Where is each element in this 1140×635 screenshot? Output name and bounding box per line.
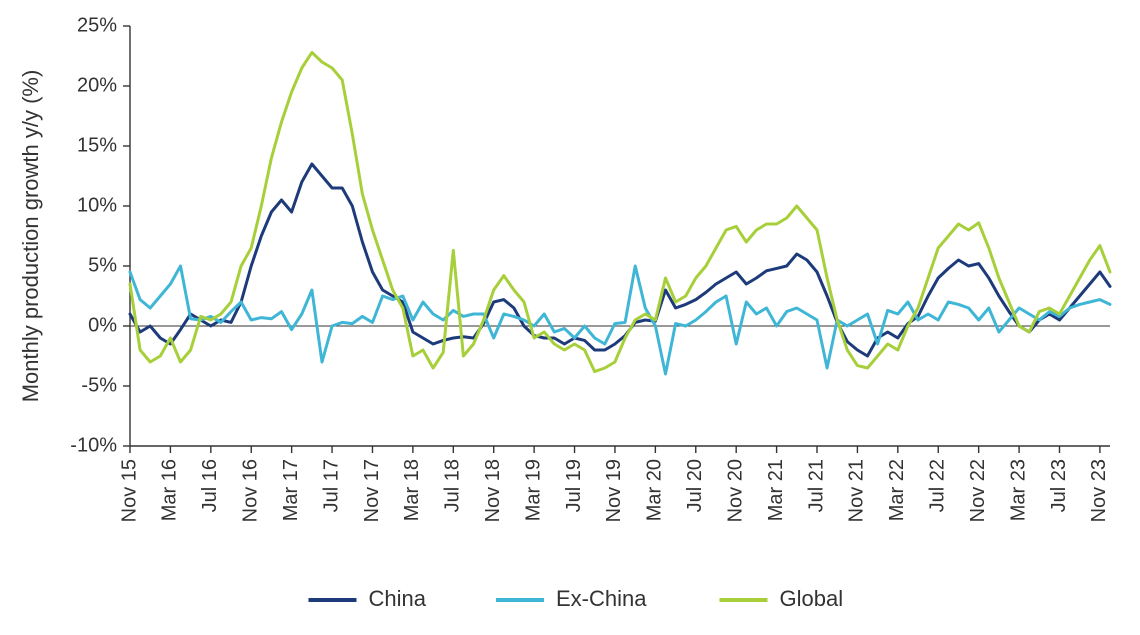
y-tick-label: 10% xyxy=(77,194,117,216)
x-tick-label: Jul 23 xyxy=(1048,459,1070,512)
chart-svg: -10% -5% 0% 5% 10% 15% 20% 25% Monthly productio… xyxy=(0,0,1140,635)
x-tick-label: Mar 20 xyxy=(644,459,666,521)
y-tick-label: 5% xyxy=(88,254,117,276)
y-tick-label: 0% xyxy=(88,314,117,336)
x-tick-label: Nov 16 xyxy=(240,459,262,522)
x-tick-label: Nov 19 xyxy=(603,459,625,522)
x-tick-label: Jul 16 xyxy=(199,459,221,512)
x-tick-label: Nov 23 xyxy=(1088,459,1110,522)
x-tick-label: Nov 20 xyxy=(724,459,746,522)
x-tick-label: Nov 21 xyxy=(846,459,868,522)
x-tick-label: Mar 21 xyxy=(765,459,787,521)
x-tick-label: Nov 17 xyxy=(361,459,383,522)
x-tick-label: Jul 18 xyxy=(442,459,464,512)
y-tick-label: -10% xyxy=(70,434,117,456)
x-tick-label: Nov 22 xyxy=(967,459,989,522)
y-tick-label: 15% xyxy=(77,134,117,156)
legend-label: China xyxy=(369,586,427,611)
production-growth-chart: -10% -5% 0% 5% 10% 15% 20% 25% Monthly productio… xyxy=(0,0,1140,635)
legend-label: Ex-China xyxy=(556,586,647,611)
y-tick-label: 25% xyxy=(77,14,117,36)
x-tick-label: Mar 22 xyxy=(886,459,908,521)
legend-label: Global xyxy=(780,586,844,611)
x-tick-label: Nov 18 xyxy=(482,459,504,522)
y-tick-label: -5% xyxy=(81,374,117,396)
x-tick-label: Mar 18 xyxy=(401,459,423,521)
x-tick-label: Mar 23 xyxy=(1007,459,1029,521)
x-tick-label: Jul 19 xyxy=(563,459,585,512)
x-tick-label: Nov 15 xyxy=(118,459,140,522)
x-tick-label: Mar 16 xyxy=(159,459,181,521)
series-china xyxy=(130,164,1110,356)
x-tick-label: Jul 21 xyxy=(805,459,827,512)
x-tick-label: Jul 20 xyxy=(684,459,706,512)
y-axis-title: Monthly production growth y/y (%) xyxy=(18,70,43,403)
x-tick-label: Mar 17 xyxy=(280,459,302,521)
series-ex-china xyxy=(130,266,1110,374)
x-tick-label: Jul 22 xyxy=(927,459,949,512)
y-tick-label: 20% xyxy=(77,74,117,96)
x-tick-label: Mar 19 xyxy=(522,459,544,521)
legend: China Ex-China Global xyxy=(309,586,844,611)
x-tick-label: Jul 17 xyxy=(320,459,342,512)
